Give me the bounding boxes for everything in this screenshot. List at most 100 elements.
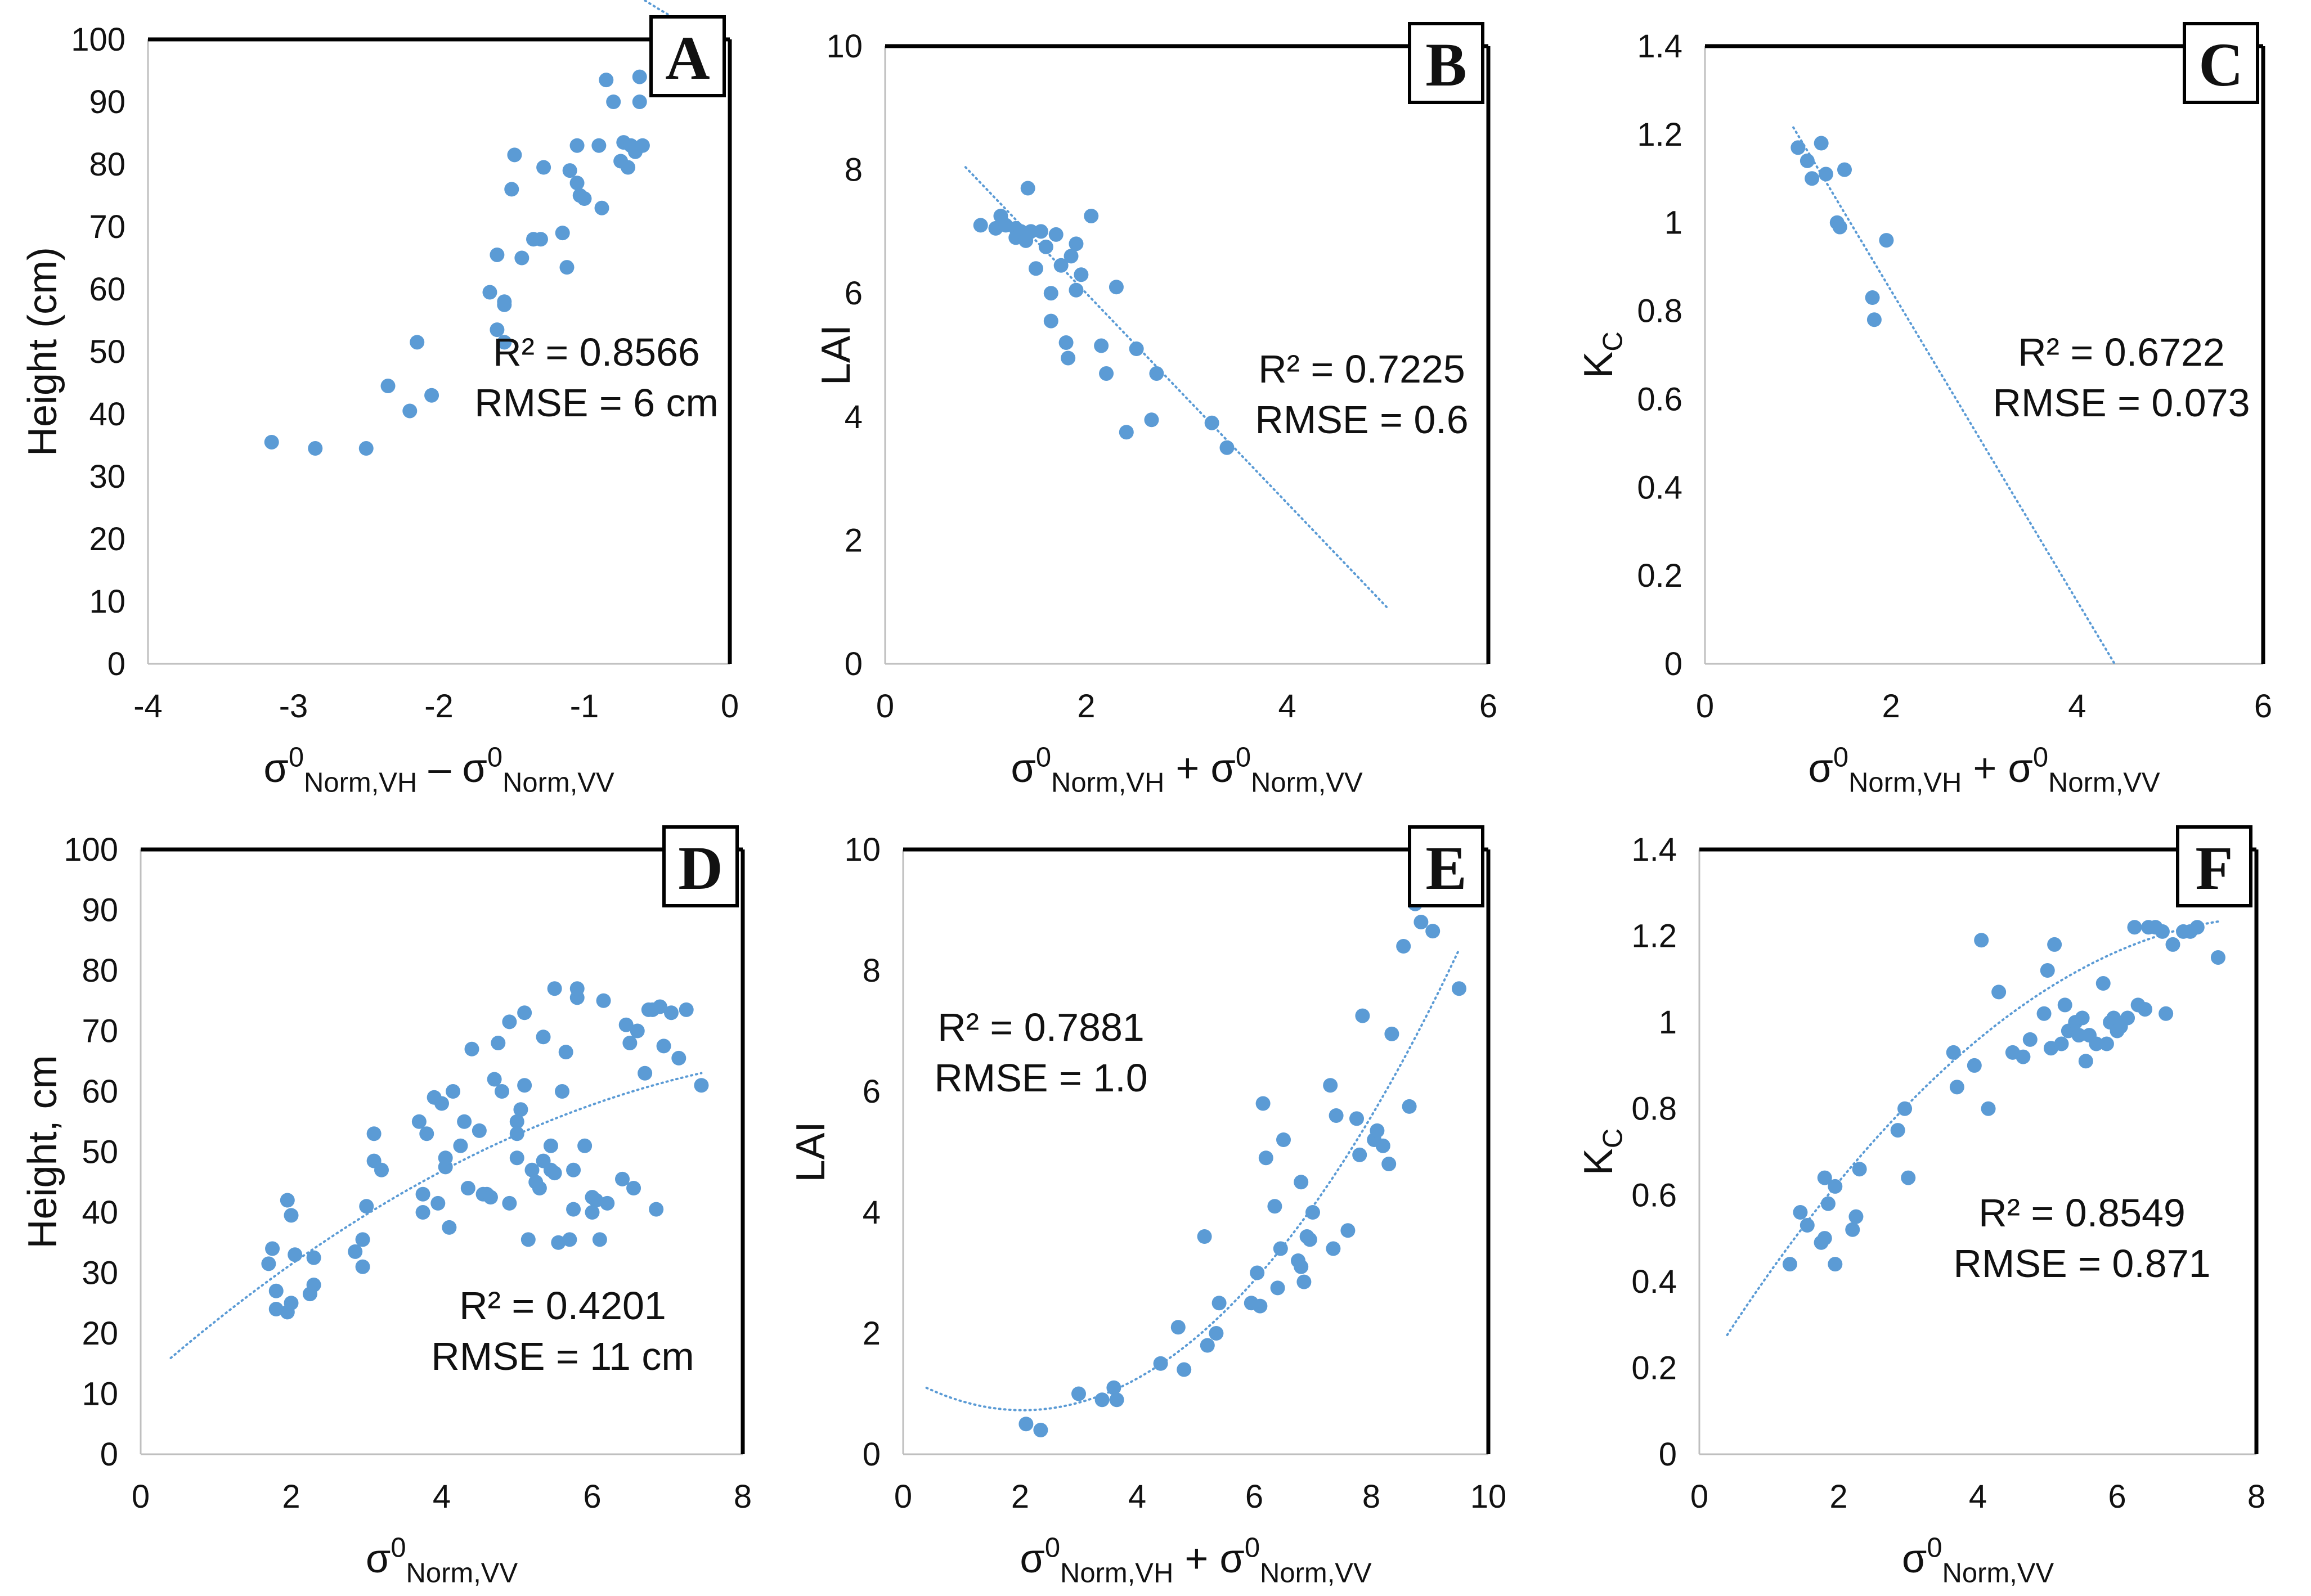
y-axis-title-group: Height (cm) bbox=[20, 247, 65, 456]
data-point bbox=[1865, 290, 1880, 305]
data-point bbox=[577, 191, 592, 206]
data-point bbox=[2155, 924, 2170, 939]
data-point bbox=[1071, 1386, 1086, 1401]
data-point bbox=[1791, 140, 1806, 155]
data-point bbox=[1413, 915, 1429, 929]
y-tick-label: 10 bbox=[826, 28, 863, 65]
panel-e: 0 2 4 6 8 10 0 2 4 6 8 10 R² = 0.7881 RMSE = 1.0 σ0Nor… bbox=[788, 825, 1506, 1588]
panel-letter: D bbox=[678, 834, 723, 902]
data-point bbox=[1782, 1257, 1797, 1272]
panel-letter: E bbox=[1425, 834, 1466, 902]
x-tick-label: 2 bbox=[1829, 1478, 1847, 1515]
trend-line bbox=[169, 1072, 703, 1359]
x-tick-label: 8 bbox=[1362, 1478, 1380, 1515]
data-point bbox=[1355, 1008, 1370, 1023]
data-point bbox=[2099, 1036, 2114, 1051]
y-axis-title: LAI bbox=[788, 1121, 833, 1182]
data-point bbox=[491, 1036, 506, 1050]
data-point bbox=[566, 1202, 581, 1217]
data-point bbox=[543, 1138, 558, 1153]
data-point bbox=[2095, 976, 2111, 991]
data-point bbox=[1352, 1147, 1367, 1162]
data-point bbox=[555, 1084, 569, 1099]
y-tick-label: 50 bbox=[89, 334, 125, 370]
data-point bbox=[562, 163, 577, 178]
data-point bbox=[2078, 1054, 2093, 1069]
data-point bbox=[1250, 1265, 1265, 1280]
data-point bbox=[1276, 1132, 1291, 1147]
data-point bbox=[509, 1126, 524, 1141]
trend-line bbox=[964, 166, 1389, 610]
data-point bbox=[1396, 939, 1411, 954]
y-axis-title: Height, cm bbox=[20, 1055, 65, 1248]
data-point bbox=[630, 1023, 645, 1038]
data-point bbox=[1038, 239, 1053, 254]
y-tick-label: 0 bbox=[1664, 646, 1682, 682]
y-tick-label: 70 bbox=[89, 209, 125, 245]
data-point bbox=[1848, 1209, 1864, 1224]
data-point bbox=[1305, 1205, 1320, 1220]
y-tick-label: 0.6 bbox=[1631, 1177, 1677, 1213]
data-point bbox=[2036, 1006, 2052, 1021]
data-point bbox=[599, 73, 614, 88]
x-tick-label: 6 bbox=[2108, 1478, 2126, 1515]
y-tick-label: 1.4 bbox=[1631, 831, 1677, 868]
panel-a: -4 -3 -2 -1 0 0 10 20 30 40 50 60 70 80 90 100 R² = 0.85… bbox=[20, 0, 739, 798]
x-tick-label: 4 bbox=[2068, 688, 2086, 725]
y-tick-label: 6 bbox=[863, 1073, 881, 1110]
x-tick-label: 4 bbox=[433, 1478, 451, 1515]
x-tick-label: -1 bbox=[570, 688, 599, 725]
data-point bbox=[1340, 1223, 1356, 1238]
y-tick-label: 60 bbox=[82, 1073, 118, 1110]
x-tick-label: 4 bbox=[1278, 688, 1296, 725]
data-point bbox=[306, 1278, 321, 1292]
data-point bbox=[1323, 1078, 1338, 1093]
y-axis-title: KC bbox=[1576, 1129, 1628, 1175]
data-point bbox=[1805, 171, 1820, 186]
data-point bbox=[621, 160, 636, 175]
data-point bbox=[453, 1138, 468, 1153]
y-axis-title: LAI bbox=[814, 325, 859, 385]
data-point bbox=[2040, 963, 2055, 978]
y-tick-label: 80 bbox=[82, 952, 118, 989]
x-tick-label: 2 bbox=[1077, 688, 1095, 725]
data-point bbox=[1200, 1338, 1215, 1353]
data-point bbox=[1018, 1417, 1034, 1432]
data-point bbox=[415, 1186, 430, 1202]
data-point bbox=[524, 1162, 540, 1177]
data-point bbox=[495, 1084, 509, 1099]
data-point bbox=[438, 1150, 453, 1166]
r-squared-label: R² = 0.4201 bbox=[459, 1284, 666, 1328]
data-point bbox=[671, 1050, 686, 1066]
x-tick-label: 6 bbox=[583, 1478, 601, 1515]
y-tick-label: 6 bbox=[845, 275, 863, 312]
data-point bbox=[1084, 208, 1099, 223]
y-tick-label: 8 bbox=[863, 952, 881, 989]
data-point bbox=[577, 1138, 593, 1153]
data-point bbox=[1197, 1229, 1212, 1244]
data-point bbox=[591, 138, 607, 153]
data-point bbox=[1109, 1392, 1124, 1408]
data-point bbox=[517, 1078, 532, 1093]
y-tick-label: 1 bbox=[1664, 205, 1682, 241]
x-tick-label: 2 bbox=[1882, 688, 1900, 725]
data-point bbox=[1209, 1326, 1224, 1341]
data-point bbox=[555, 226, 570, 241]
data-point bbox=[1219, 440, 1235, 455]
x-tick-label: -2 bbox=[424, 688, 454, 725]
data-point bbox=[1452, 981, 1466, 996]
data-point bbox=[547, 981, 562, 996]
data-point bbox=[509, 1114, 524, 1129]
data-point bbox=[559, 260, 575, 275]
data-point bbox=[460, 1181, 475, 1195]
x-axis-title: σ0Norm,VH + σ0Norm,VV bbox=[1011, 743, 1363, 798]
x-tick-label: 6 bbox=[1479, 688, 1497, 725]
data-point bbox=[635, 138, 650, 153]
y-tick-label: 4 bbox=[863, 1194, 881, 1231]
rmse-label: RMSE = 0.871 bbox=[1953, 1242, 2210, 1285]
data-point bbox=[606, 95, 621, 109]
data-point bbox=[1879, 233, 1894, 248]
data-point bbox=[592, 1232, 607, 1247]
data-point bbox=[402, 403, 418, 419]
